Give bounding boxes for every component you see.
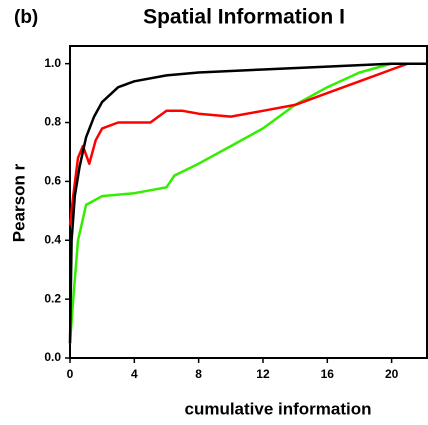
- series-line: [68, 62, 408, 344]
- x-tick-label: 8: [195, 367, 202, 381]
- plot-frame: [69, 45, 428, 359]
- x-tick-label: 16: [321, 367, 335, 381]
- panel-label: (b): [14, 7, 38, 28]
- y-tick-label: 0.4: [44, 232, 61, 246]
- x-tick-label: 12: [256, 367, 270, 381]
- y-tick-label: 0.0: [44, 350, 61, 364]
- x-axis-label: cumulative information: [184, 399, 371, 418]
- series-line: [68, 62, 427, 344]
- y-tick-label: 0.8: [44, 115, 61, 129]
- y-tick-label: 0.6: [44, 174, 61, 188]
- series-line: [68, 62, 409, 226]
- y-tick-label: 1.0: [44, 56, 61, 70]
- x-tick-label: 20: [385, 367, 399, 381]
- chart-title: Spatial Information I: [143, 6, 345, 29]
- y-tick-label: 0.2: [44, 291, 61, 305]
- x-tick-label: 0: [67, 367, 74, 381]
- y-axis-label: Pearson r: [9, 163, 28, 242]
- x-tick-label: 4: [131, 367, 138, 381]
